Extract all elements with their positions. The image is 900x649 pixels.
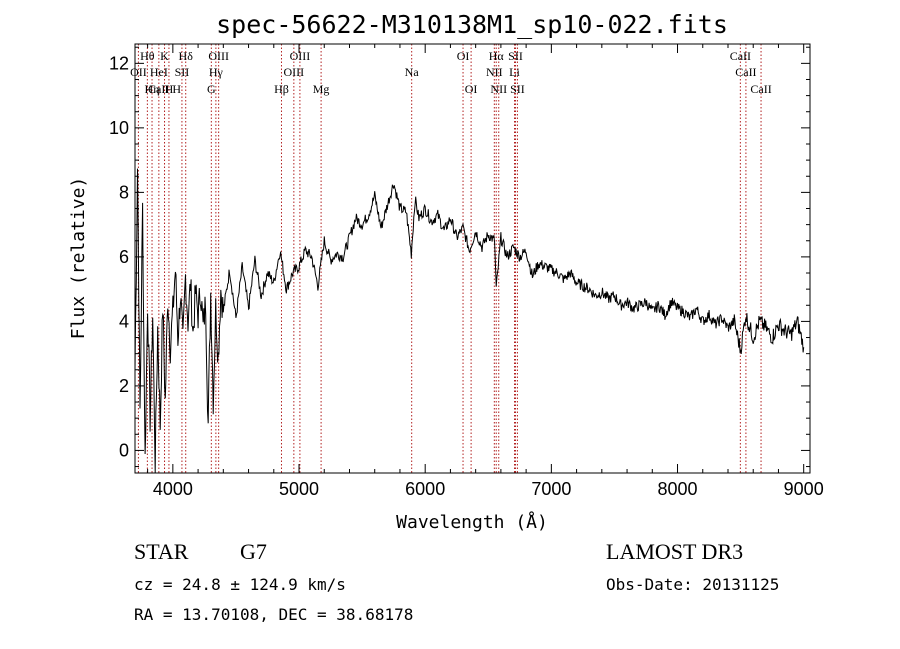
- object-class: STAR: [134, 539, 189, 564]
- line-marker-label-2: OII: [130, 65, 147, 79]
- line-marker-label-13: OIII: [284, 65, 305, 79]
- line-marker-label-10: Hγ: [209, 65, 224, 79]
- line-marker-label-23: Li: [509, 65, 520, 79]
- y-tick-label-6: 12: [109, 53, 129, 73]
- x-axis-ticks: 4000 5000 6000 7000 8000 9000: [147, 44, 824, 499]
- y-axis-ticks: 0 2 4 6 8 10 12: [109, 46, 810, 468]
- x-tick-label-4: 8000: [657, 479, 697, 499]
- y-axis-label: Flux (relative): [68, 177, 89, 340]
- line-marker-label-19: NII: [486, 65, 503, 79]
- line-marker-label-3: Hθ: [140, 49, 155, 63]
- x-tick-label-1: 5000: [279, 479, 319, 499]
- x-tick-label-2: 6000: [405, 479, 445, 499]
- observation-date: Obs-Date: 20131125: [606, 575, 779, 594]
- line-marker-label-11: OIII: [208, 49, 229, 63]
- y-tick-label-4: 8: [119, 182, 129, 202]
- line-marker-label-5: HeI: [150, 65, 168, 79]
- survey-name: LAMOST DR3: [606, 539, 743, 564]
- line-marker-label-17: OI: [457, 49, 470, 63]
- chart-title: spec-56622-M310138M1_sp10-022.fits: [216, 10, 728, 39]
- line-marker-label-6: H: [165, 82, 174, 96]
- line-marker-label-22: SII: [508, 49, 523, 63]
- spectrum-series: [134, 168, 805, 474]
- x-tick-label-0: 4000: [153, 479, 193, 499]
- line-marker-label-7: SII: [175, 65, 190, 79]
- line-marker-label-16: Na: [405, 65, 420, 79]
- line-marker-label-14: OIII: [290, 49, 311, 63]
- line-marker-label-12: Hβ: [274, 82, 289, 96]
- line-marker-label-20: NII: [490, 82, 507, 96]
- sky-coordinates: RA = 13.70108, DEC = 38.68178: [134, 605, 413, 624]
- x-axis-label: Wavelength (Å): [396, 511, 548, 533]
- line-markers: [137, 44, 762, 473]
- y-tick-label-0: 0: [119, 440, 129, 460]
- line-marker-label-8: Hδ: [179, 49, 194, 63]
- x-tick-label-5: 9000: [784, 479, 824, 499]
- line-marker-label-0: CaII H: [148, 82, 181, 96]
- y-tick-label-5: 10: [109, 118, 129, 138]
- object-subclass: G7: [240, 539, 267, 564]
- line-marker-label-27: CaII: [750, 82, 771, 96]
- redshift-velocity: cz = 24.8 ± 124.9 km/s: [134, 575, 346, 594]
- line-marker-label-26: CaII: [735, 65, 756, 79]
- line-marker-label-15: Mg: [313, 82, 330, 96]
- line-marker-label-25: CaII: [730, 49, 751, 63]
- line-marker-label-1: Hη: [145, 82, 160, 96]
- line-marker-label-9: G: [207, 82, 216, 96]
- line-marker-label-18: OI: [465, 82, 478, 96]
- plot-frame: [134, 43, 811, 474]
- spectrum-line: [134, 168, 805, 474]
- x-tick-label-3: 7000: [531, 479, 571, 499]
- line-marker-label-21: Hα: [489, 49, 505, 63]
- line-marker-label-24: SII: [510, 82, 525, 96]
- y-tick-label-2: 4: [119, 311, 129, 331]
- y-tick-label-3: 6: [119, 247, 129, 267]
- y-tick-label-1: 2: [119, 376, 129, 396]
- line-marker-label-4: K: [160, 49, 169, 63]
